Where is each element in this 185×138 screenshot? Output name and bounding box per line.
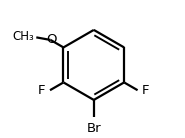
Text: Br: Br bbox=[86, 122, 101, 135]
Text: CH₃: CH₃ bbox=[13, 30, 34, 43]
Text: O: O bbox=[46, 33, 56, 46]
Text: F: F bbox=[142, 84, 150, 97]
Text: F: F bbox=[37, 84, 45, 97]
